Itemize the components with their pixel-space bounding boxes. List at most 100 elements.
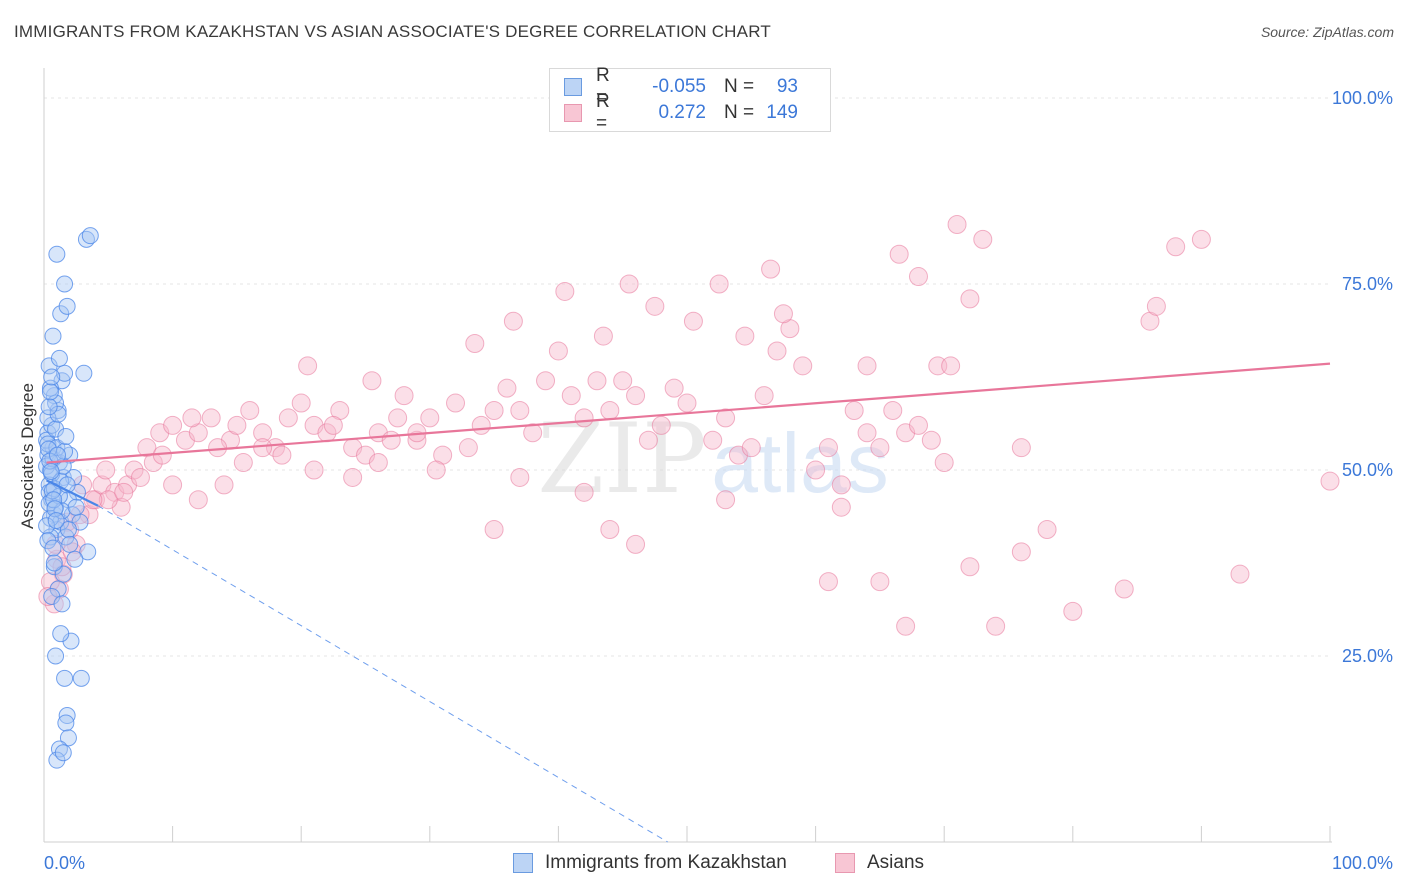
asians-point: [124, 460, 144, 480]
kazakhstan-point: [38, 517, 56, 535]
asians-point: [96, 460, 116, 480]
legend-n-label: N =: [724, 102, 755, 123]
asians-point: [182, 408, 202, 428]
x-tick-label-max: 100.0%: [1332, 853, 1393, 873]
asians-point: [941, 356, 961, 376]
asians-point: [761, 259, 781, 279]
legend-label-kazakhstan: Immigrants from Kazakhstan: [545, 852, 787, 873]
asians-point: [407, 430, 427, 450]
asians-point: [709, 274, 729, 294]
y-tick-label: 25.0%: [1342, 646, 1393, 666]
asians-point: [1166, 237, 1186, 257]
asians-point: [98, 490, 118, 510]
legend-n-value: 149: [766, 102, 798, 123]
kazakhstan-points: [38, 227, 99, 769]
asians-point: [908, 415, 928, 435]
asians-point: [233, 453, 253, 473]
kazakhstan-point: [44, 327, 62, 345]
asians-point: [536, 371, 556, 391]
asians-point: [278, 408, 298, 428]
kazakhstan-point: [81, 227, 99, 245]
asians-point: [896, 616, 916, 636]
asians-point: [677, 393, 697, 413]
asians-point: [716, 408, 736, 428]
kazakhstan-point: [39, 435, 57, 453]
asians-point: [523, 423, 543, 443]
asians-point: [857, 423, 877, 443]
asians-point: [1011, 542, 1031, 562]
kazakhstan-trend-line: [46, 479, 99, 507]
legend-row-asians: R = 0.272 N = 149: [564, 91, 798, 134]
asians-point: [503, 311, 523, 331]
asians-point: [754, 386, 774, 406]
asians-point: [388, 408, 408, 428]
asians-point: [818, 572, 838, 592]
asians-point: [844, 400, 864, 420]
kazakhstan-point: [43, 368, 61, 386]
asians-point: [626, 386, 646, 406]
kazakhstan-point: [58, 297, 76, 315]
series-legend: Immigrants from Kazakhstan Asians: [0, 852, 1406, 878]
legend-n-value: 93: [776, 76, 798, 97]
asians-point: [510, 467, 530, 487]
asians-point: [555, 281, 575, 301]
asians-point: [272, 445, 292, 465]
asians-point: [163, 415, 183, 435]
asians-point: [574, 408, 594, 428]
legend-item-kazakhstan[interactable]: Immigrants from Kazakhstan: [513, 852, 787, 874]
y-tick-label: 75.0%: [1342, 274, 1393, 294]
asians-point: [638, 430, 658, 450]
asians-point: [857, 356, 877, 376]
asians-point: [484, 400, 504, 420]
asians-point: [831, 497, 851, 517]
axis-labels: 25.0% 50.0% 75.0% 100.0% 0.0% 100.0% Associate…: [18, 88, 1393, 873]
asians-point: [1114, 579, 1134, 599]
asians-point: [291, 393, 311, 413]
kazakhstan-point: [56, 275, 74, 293]
legend-swatch-kazakhstan: [564, 78, 582, 96]
asians-point: [619, 274, 639, 294]
asians-point: [426, 460, 446, 480]
kazakhstan-point: [48, 245, 66, 263]
asians-point: [1191, 229, 1211, 249]
asians-point: [1146, 296, 1166, 316]
asians-point: [767, 341, 787, 361]
kazakhstan-point: [52, 625, 70, 643]
asians-point: [870, 438, 890, 458]
asians-point: [703, 430, 723, 450]
legend-r-label: R =: [596, 65, 610, 108]
source-credit: Source: ZipAtlas.com: [1260, 24, 1394, 40]
kazakhstan-point: [67, 498, 85, 516]
asians-point: [806, 460, 826, 480]
asians-point: [960, 557, 980, 577]
kazakhstan-point: [59, 729, 77, 747]
kazakhstan-point: [45, 554, 63, 572]
asians-point: [362, 371, 382, 391]
kazakhstan-point: [45, 491, 63, 509]
asians-point: [368, 453, 388, 473]
kazakhstan-point: [56, 364, 74, 382]
legend-r-label: R =: [596, 91, 610, 134]
legend-r-value: 0.272: [658, 102, 706, 123]
asians-point: [1037, 520, 1057, 540]
asians-point: [870, 572, 890, 592]
legend-item-asians[interactable]: Asians: [835, 852, 924, 874]
kazakhstan-point: [54, 565, 72, 583]
kazakhstan-point: [50, 349, 68, 367]
asians-point: [253, 438, 273, 458]
asians-point: [664, 378, 684, 398]
asians-point: [394, 386, 414, 406]
asians-point: [986, 616, 1006, 636]
x-tick-label-min: 0.0%: [44, 853, 85, 873]
asians-point: [381, 430, 401, 450]
asians-points: [38, 214, 1340, 636]
asians-point: [420, 408, 440, 428]
asians-point: [510, 400, 530, 420]
asians-point: [683, 311, 703, 331]
asians-point: [1063, 601, 1083, 621]
asians-point: [208, 438, 228, 458]
asians-point: [343, 467, 363, 487]
asians-point: [188, 490, 208, 510]
asians-point: [114, 482, 134, 502]
